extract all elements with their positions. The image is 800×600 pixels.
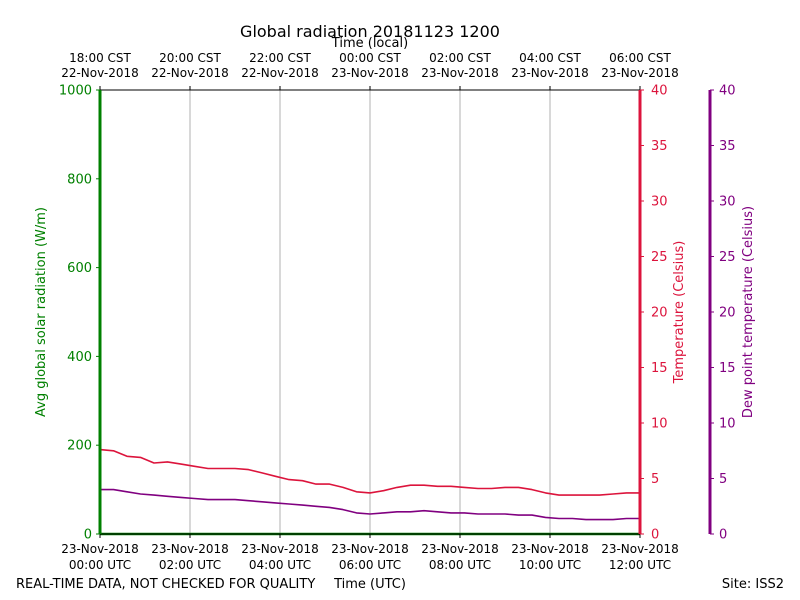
x-top-tick-label-date: 22-Nov-2018 [151,66,229,80]
x-axis-label: Time (UTC) [333,577,406,592]
x-top-tick-label-time: 20:00 CST [159,51,221,65]
x-top-tick-label-date: 22-Nov-2018 [61,66,139,80]
x-top-tick-label-date: 23-Nov-2018 [421,66,499,80]
x-top-axis-label: Time (local) [331,36,408,51]
x-tick-label-time: 00:00 UTC [69,558,131,572]
temperature-tick-label: 5 [651,472,659,487]
x-tick-label-date: 23-Nov-2018 [331,542,409,556]
temperature-tick-label: 40 [651,84,668,99]
chart-title: Global radiation 20181123 1200 [240,22,500,41]
x-top-tick-label-time: 00:00 CST [339,51,401,65]
temperature-tick-label: 10 [651,417,668,432]
temperature-tick-label: 15 [651,361,668,376]
x-tick-label-time: 04:00 UTC [249,558,311,572]
x-top-tick-label-time: 06:00 CST [609,51,671,65]
x-tick-label-time: 10:00 UTC [519,558,581,572]
temperature-axis-label: Temperature (Celsius) [672,241,687,385]
dewpoint-tick-label: 20 [719,306,736,321]
x-top-tick-label-time: 22:00 CST [249,51,311,65]
site-label: Site: ISS2 [722,577,784,592]
dewpoint-tick-label: 5 [719,472,727,487]
dewpoint-axis-label: Dew point temperature (Celsius) [741,206,756,418]
x-tick-label-time: 06:00 UTC [339,558,401,572]
dewpoint-tick-label: 30 [719,195,736,210]
radiation-axis-label: Avg global solar radiation (W/m) [34,207,49,417]
x-top-tick-label-date: 23-Nov-2018 [601,66,679,80]
temperature-tick-label: 20 [651,306,668,321]
temperature-tick-label: 30 [651,195,668,210]
x-tick-label-date: 23-Nov-2018 [61,542,139,556]
radiation-tick-label: 0 [84,528,92,543]
radiation-tick-label: 1000 [59,84,92,99]
x-top-tick-label-time: 18:00 CST [69,51,131,65]
labels: Global radiation 20181123 1200 Time (loc… [16,22,784,592]
dewpoint-tick-label: 35 [719,139,736,154]
x-tick-label-time: 12:00 UTC [609,558,671,572]
quality-disclaimer: REAL-TIME DATA, NOT CHECKED FOR QUALITY [16,577,315,592]
dewpoint-tick-label: 15 [719,361,736,376]
dewpoint-series-line [100,488,640,521]
x-tick-label-date: 23-Nov-2018 [241,542,319,556]
x-top-tick-label-date: 22-Nov-2018 [241,66,319,80]
radiation-tick-label: 800 [67,172,92,187]
temperature-tick-label: 35 [651,139,668,154]
dewpoint-tick-label: 25 [719,250,736,265]
dewpoint-tick-label: 40 [719,84,736,99]
dewpoint-tick-label: 10 [719,417,736,432]
radiation-tick-label: 600 [67,261,92,276]
x-tick-label-date: 23-Nov-2018 [601,542,679,556]
x-top-tick-label-date: 23-Nov-2018 [331,66,409,80]
x-tick-label-time: 08:00 UTC [429,558,491,572]
radiation-tick-label: 200 [67,439,92,454]
x-top-tick-label-date: 23-Nov-2018 [511,66,589,80]
x-tick-label-date: 23-Nov-2018 [511,542,589,556]
x-tick-label-date: 23-Nov-2018 [421,542,499,556]
x-top-tick-label-time: 02:00 CST [429,51,491,65]
temperature-tick-label: 0 [651,528,659,543]
radiation-tick-label: 400 [67,350,92,365]
temperature-series-line [99,448,640,496]
x-tick-label-time: 02:00 UTC [159,558,221,572]
temperature-tick-label: 25 [651,250,668,265]
dewpoint-tick-label: 0 [719,528,727,543]
x-top-tick-label-time: 04:00 CST [519,51,581,65]
grid-lines [189,90,551,534]
x-tick-label-date: 23-Nov-2018 [151,542,229,556]
